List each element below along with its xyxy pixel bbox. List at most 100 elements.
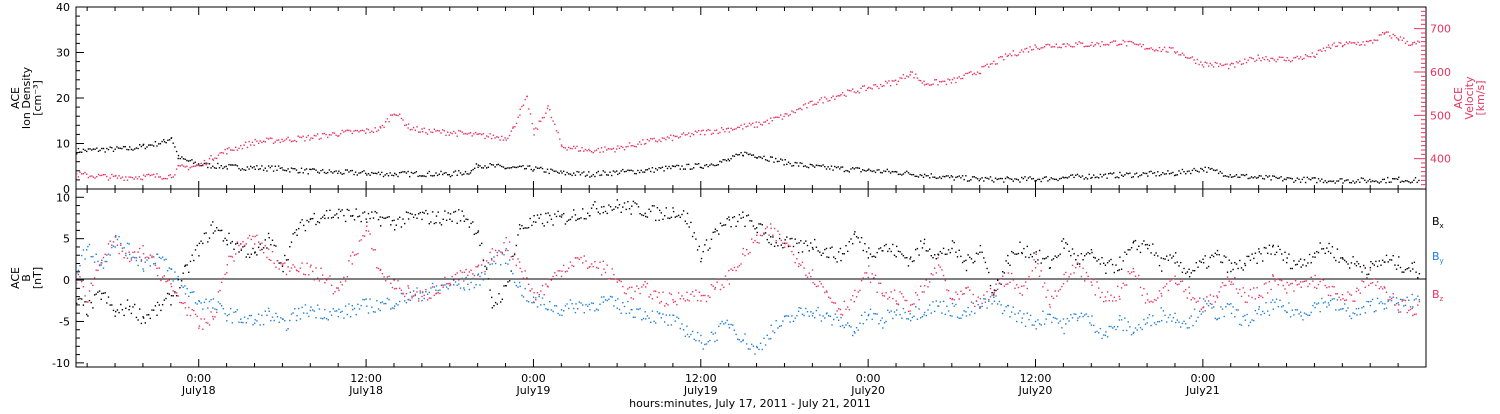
ion-density-series-point xyxy=(1395,178,1397,180)
series-by-point xyxy=(1005,306,1007,308)
series-bx-point xyxy=(852,243,854,245)
series-bx-point xyxy=(808,250,810,252)
series-bx-point xyxy=(1293,260,1295,262)
velocity-series-point xyxy=(202,164,204,166)
velocity-series-point xyxy=(913,77,915,79)
velocity-series-point xyxy=(834,98,836,100)
series-by-point xyxy=(611,296,613,298)
series-bx-point xyxy=(309,218,312,221)
velocity-series-point xyxy=(371,130,373,132)
series-by-point xyxy=(881,317,883,319)
ion-density-series-point xyxy=(1096,176,1098,178)
series-bz-point xyxy=(1354,300,1356,302)
ion-density-series-point xyxy=(1341,178,1343,180)
series-bz-point xyxy=(111,246,113,249)
velocity-series-point xyxy=(676,135,678,138)
ion-density-series-point xyxy=(533,168,535,171)
ion-density-series-point xyxy=(556,171,559,174)
series-by-point xyxy=(1103,334,1105,336)
velocity-series-point xyxy=(491,137,493,140)
series-by-point xyxy=(132,256,134,258)
series-by-point xyxy=(981,302,983,305)
series-bx-point xyxy=(1338,261,1340,263)
series-bx-point xyxy=(656,207,659,209)
series-bz-point xyxy=(362,235,364,237)
ion-density-series-point xyxy=(1414,177,1417,179)
ion-density-series-point xyxy=(535,166,537,168)
ion-density-series-point xyxy=(1357,179,1359,181)
series-bx-point xyxy=(1066,243,1069,245)
ion-density-series-point xyxy=(902,173,905,175)
ion-density-series-point xyxy=(704,164,706,167)
series-by-point xyxy=(1192,324,1194,327)
series-by-point xyxy=(284,320,286,322)
ion-density-series-point xyxy=(919,174,921,176)
series-by-point xyxy=(944,313,946,316)
series-bz-point xyxy=(599,261,601,263)
series-by-point xyxy=(275,312,277,315)
series-bz-point xyxy=(1192,297,1194,299)
velocity-series-point xyxy=(970,71,972,73)
series-by-point xyxy=(329,311,331,313)
series-bx-point xyxy=(407,211,409,214)
ion-density-series-point xyxy=(315,169,317,171)
series-bz-point xyxy=(371,247,373,250)
series-bx-point xyxy=(1314,256,1316,258)
series-bx-point xyxy=(845,245,847,247)
series-bx-point xyxy=(1350,262,1353,264)
series-by-point xyxy=(1014,313,1016,315)
velocity-series-point xyxy=(756,126,758,128)
series-bx-point xyxy=(754,228,756,230)
series-bz-point xyxy=(998,282,1001,285)
series-bz-point xyxy=(1029,278,1032,281)
series-bz-point xyxy=(391,286,394,289)
series-by-point xyxy=(1389,296,1391,298)
series-bz-point xyxy=(546,285,549,287)
series-bx-point xyxy=(310,217,312,220)
series-by-point xyxy=(1059,320,1061,322)
series-bx-point xyxy=(1294,264,1297,266)
series-by-point xyxy=(184,293,187,295)
series-by-point xyxy=(163,259,165,261)
series-bz-point xyxy=(79,276,81,278)
series-bz-point xyxy=(294,266,296,268)
series-by-point xyxy=(860,314,863,317)
ion-density-series-point xyxy=(404,171,406,173)
series-bx-point xyxy=(860,237,863,239)
series-bz-point xyxy=(536,292,539,294)
series-bz-point xyxy=(1284,288,1286,290)
ion-density-series-point xyxy=(1308,178,1310,180)
series-bz-point xyxy=(845,308,847,310)
ion-density-series-point xyxy=(1063,177,1065,179)
velocity-series-point xyxy=(1032,48,1035,51)
series-bx-point xyxy=(967,254,969,256)
series-bz-point xyxy=(388,275,390,278)
series-bx-point xyxy=(175,295,178,297)
series-bz-point xyxy=(1279,279,1281,281)
series-bz-point xyxy=(449,282,451,285)
velocity-series-point xyxy=(1088,45,1090,47)
series-bz-point xyxy=(287,266,289,268)
velocity-series-point xyxy=(812,104,814,106)
ion-density-series-point xyxy=(281,167,283,169)
ion-density-series-point xyxy=(916,175,918,177)
series-by-point xyxy=(921,316,924,318)
series-by-point xyxy=(817,306,819,309)
series-bz-point xyxy=(320,267,322,269)
ion-density-series-point xyxy=(1250,176,1253,178)
series-bx-point xyxy=(628,208,631,210)
series-bz-point xyxy=(543,294,545,296)
series-by-point xyxy=(365,298,367,300)
ion-density-series-point xyxy=(907,172,910,174)
series-bz-point xyxy=(991,294,993,296)
series-bx-point xyxy=(1108,260,1110,262)
ion-density-series-point xyxy=(991,179,993,182)
series-by-point xyxy=(800,307,802,309)
velocity-series-point xyxy=(512,127,514,129)
series-by-point xyxy=(444,284,446,286)
series-bx-point xyxy=(770,236,772,238)
velocity-series-point xyxy=(536,128,539,130)
ion-density-series-point xyxy=(889,172,892,174)
velocity-series-point xyxy=(349,130,352,132)
series-bz-point xyxy=(714,286,717,289)
